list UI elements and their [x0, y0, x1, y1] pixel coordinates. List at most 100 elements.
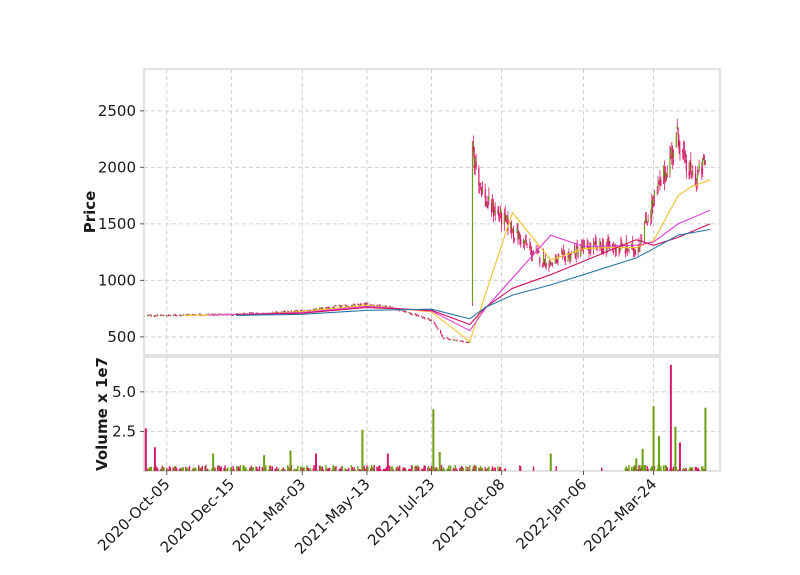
volume-bar	[448, 465, 450, 471]
candle-body	[455, 339, 457, 341]
volume-bar	[691, 467, 693, 471]
candle-body	[542, 254, 545, 262]
volume-bar	[182, 467, 184, 471]
candle-body	[522, 239, 525, 244]
candle-body	[456, 340, 458, 342]
candle-body	[519, 234, 521, 238]
volume-bar	[252, 467, 254, 471]
volume-bar	[454, 465, 456, 471]
candle-body	[520, 238, 522, 245]
candle-body	[188, 314, 191, 316]
volume-bar	[459, 467, 462, 471]
volume-spike	[144, 428, 147, 471]
volume-bar	[255, 466, 257, 471]
volume-bar	[148, 467, 151, 471]
volume-bar	[416, 466, 418, 471]
volume-bar	[677, 469, 679, 471]
volume-bar	[237, 466, 240, 471]
candle-body	[404, 310, 406, 312]
candle-body	[538, 250, 540, 253]
volume-bar	[701, 466, 703, 471]
volume-bar	[301, 466, 304, 471]
price-axis-label: Price	[81, 191, 99, 234]
candle-body	[640, 240, 642, 245]
volume-bar	[447, 468, 449, 471]
candle-body	[148, 315, 151, 316]
volume-bar	[436, 467, 438, 471]
candle-body	[631, 243, 633, 250]
candle-body	[465, 341, 467, 343]
candle-body	[176, 315, 178, 317]
candle-body	[697, 173, 699, 175]
candle-body	[516, 228, 518, 234]
candle-body	[666, 174, 668, 177]
volume-bar	[422, 468, 425, 471]
candle-body	[529, 244, 531, 249]
volume-bar	[308, 468, 310, 471]
volume-bar	[395, 468, 397, 471]
volume-bar	[297, 465, 299, 471]
volume-bar	[338, 469, 340, 471]
candle-body	[612, 247, 615, 250]
volume-spike	[289, 450, 292, 471]
volume-bar	[198, 467, 201, 471]
volume-bar	[339, 468, 342, 471]
volume-bar	[479, 466, 482, 471]
candle-body	[567, 256, 569, 262]
candle-body	[550, 261, 552, 265]
candle-body	[587, 245, 589, 251]
volume-bar	[684, 467, 687, 471]
volume-bar	[468, 469, 470, 471]
candle-body	[434, 324, 436, 326]
candle-body	[161, 315, 163, 317]
candle-body	[319, 307, 322, 309]
candle-body	[172, 315, 174, 317]
volume-bar	[186, 467, 188, 471]
candle-body	[683, 151, 685, 154]
volume-bar	[340, 466, 343, 471]
volume-bar	[174, 466, 176, 471]
candle-body	[637, 250, 639, 253]
volume-bar	[627, 469, 629, 471]
volume-bar	[469, 464, 471, 471]
price-panel: 500 1000 1500 2000 2500 Price	[81, 68, 721, 356]
volume-bar	[248, 467, 251, 471]
volume-bar	[346, 469, 348, 471]
candle-body	[569, 255, 571, 261]
volume-bar	[146, 468, 149, 471]
candle-body	[334, 305, 336, 307]
volume-bar	[359, 469, 362, 471]
volume-bar	[480, 468, 483, 471]
candle-body	[332, 306, 334, 308]
volume-bar	[383, 469, 385, 471]
volume-bar	[695, 467, 698, 471]
volume-bar	[284, 469, 286, 471]
candle-body	[632, 243, 634, 245]
candle-body	[530, 247, 532, 249]
candle-body	[473, 157, 475, 168]
volume-bar	[162, 467, 164, 471]
candle-body	[385, 306, 387, 308]
candle-body	[187, 314, 189, 316]
volume-spike	[641, 448, 644, 471]
volume-bar	[421, 469, 424, 471]
candle-body	[474, 157, 476, 166]
candle-body	[588, 251, 590, 254]
volume-bar	[452, 467, 455, 471]
volume-bar	[243, 466, 245, 471]
candle-body	[424, 318, 426, 320]
volume-bar	[532, 466, 535, 471]
volume-bar	[168, 466, 171, 471]
candle-body	[163, 315, 165, 317]
volume-bar	[293, 469, 295, 471]
candle-body	[672, 148, 674, 159]
volume-bar	[354, 469, 356, 471]
volume-bar	[373, 464, 375, 471]
candle-body	[491, 201, 494, 209]
candle-body	[338, 305, 340, 307]
volume-bar	[428, 466, 430, 471]
candle-body	[690, 162, 692, 169]
candle-body	[651, 201, 653, 215]
volume-bar	[424, 466, 426, 471]
volume-axis-label: Volume x 1e7	[93, 357, 111, 471]
